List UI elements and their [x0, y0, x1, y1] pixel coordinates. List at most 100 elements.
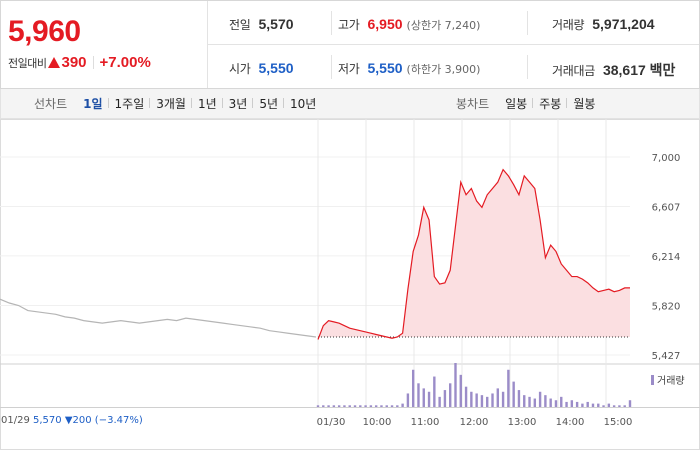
high-stat: 고가 6,950 (상한가 7,240)	[338, 16, 480, 33]
tab-period-5y[interactable]: 5년	[252, 95, 284, 112]
prev-day-change: ▼200 (−3.47%)	[64, 415, 143, 426]
open-label: 시가	[229, 62, 251, 76]
volume-bar	[612, 405, 616, 407]
volume-value: 5,971,204	[592, 16, 655, 32]
volume-bar	[602, 405, 605, 407]
low-value: 5,550	[367, 60, 403, 76]
volume-bar	[464, 386, 468, 407]
volume-bar	[570, 400, 574, 407]
high-label: 고가	[338, 18, 360, 32]
volume-bar	[528, 396, 531, 407]
line-chart-title: 선차트	[34, 97, 68, 111]
volume-bar	[486, 396, 489, 407]
stats-col-divider	[331, 55, 332, 79]
lower-limit: (하한가 3,900)	[406, 63, 481, 76]
volume-stat: 거래량 5,971,204	[552, 16, 655, 33]
amount-label: 거래대금	[552, 64, 595, 78]
open-value: 5,550	[258, 60, 294, 76]
tab-candle-monthly[interactable]: 월봉	[566, 95, 601, 112]
volume-bar	[554, 400, 558, 407]
tab-period-3m[interactable]: 3개월	[149, 95, 192, 112]
x-tick-label: 01/30	[317, 417, 346, 428]
volume-bar	[491, 393, 494, 407]
volume-bar	[364, 405, 367, 407]
volume-bar	[433, 376, 436, 407]
volume-bar	[480, 395, 484, 407]
line-chart-period-tabs: 선차트 1일 1주일 3개월 1년 3년 5년 10년	[34, 89, 322, 118]
stats-col-divider	[331, 11, 332, 35]
x-tick-label: 10:00	[363, 417, 392, 428]
volume-bar	[337, 405, 341, 407]
today-price-area	[318, 169, 630, 340]
candle-chart-title: 봉차트	[456, 97, 490, 111]
amount-value: 38,617 백만	[602, 62, 676, 78]
volume-bar	[449, 383, 452, 407]
volume-bar	[523, 395, 526, 407]
tab-candle-daily[interactable]: 일봉	[505, 97, 528, 111]
tab-period-1w[interactable]: 1주일	[107, 95, 151, 112]
volume-bar	[422, 388, 425, 407]
volume-bar	[544, 395, 547, 407]
volume-bar	[517, 390, 521, 407]
volume-bar	[401, 403, 404, 407]
prev-close-value: 5,570	[258, 16, 294, 32]
volume-bar	[623, 405, 626, 407]
tab-period-1y[interactable]: 1년	[190, 95, 223, 112]
volume-legend: 거래량	[651, 372, 685, 387]
volume-bar	[538, 391, 542, 407]
volume-bar	[443, 390, 447, 407]
volume-bar	[322, 405, 325, 407]
change-amount: 390	[61, 54, 87, 71]
y-tick-label: 7,000	[652, 153, 681, 164]
volume-bar	[327, 405, 330, 407]
stats-row-divider	[208, 44, 699, 45]
volume-bar	[618, 405, 621, 407]
prev-close-label: 전일	[229, 18, 251, 32]
volume-bar	[586, 401, 589, 407]
price-panel: 5,960 전일대비 390 +7.00%	[1, 1, 208, 88]
volume-bar	[332, 405, 336, 407]
volume-bar	[628, 400, 632, 407]
volume-bar	[427, 391, 431, 407]
volume-bar	[470, 391, 473, 407]
upper-limit: (상한가 7,240)	[406, 19, 481, 32]
volume-bar	[417, 383, 420, 407]
change-divider	[92, 56, 94, 69]
tab-period-10y[interactable]: 10년	[283, 95, 322, 112]
volume-bar	[507, 369, 510, 407]
tab-period-1d[interactable]: 1일	[83, 97, 103, 111]
volume-bar	[512, 381, 515, 407]
volume-bar	[597, 403, 600, 407]
high-value: 6,950	[367, 16, 403, 32]
change-row: 전일대비 390 +7.00%	[8, 54, 151, 71]
stats-col-divider	[527, 55, 528, 79]
y-tick-label: 5,427	[652, 351, 681, 362]
tab-candle-weekly[interactable]: 주봉	[532, 95, 567, 112]
x-tick-label: 15:00	[604, 417, 633, 428]
current-price: 5,960	[8, 15, 81, 48]
volume-bar	[411, 369, 415, 407]
volume-legend-label: 거래량	[657, 376, 685, 387]
change-label: 전일대비	[8, 56, 47, 70]
volume-bar	[438, 396, 441, 407]
quote-summary: 5,960 전일대비 390 +7.00% 전일 5,570 고가 6,950 …	[0, 0, 700, 89]
low-label: 저가	[338, 62, 360, 76]
x-tick-label: 12:00	[460, 417, 489, 428]
volume-bar	[316, 405, 320, 407]
x-tick-label: 11:00	[411, 417, 440, 428]
volume-bar	[560, 396, 563, 407]
chart-tabs-bar: 선차트 1일 1주일 3개월 1년 3년 5년 10년 봉차트 일봉 주봉 월봉	[0, 89, 700, 119]
volume-label: 거래량	[552, 18, 585, 32]
volume-bar	[581, 403, 584, 407]
tab-period-3y[interactable]: 3년	[221, 95, 254, 112]
y-tick-label: 5,820	[652, 302, 681, 313]
x-tick-label: 13:00	[508, 417, 537, 428]
up-arrow-icon	[48, 57, 61, 68]
change-rate: +7.00%	[99, 54, 151, 71]
volume-bar	[353, 405, 357, 407]
volume-bar	[390, 405, 394, 407]
prev-day-date: 01/29	[1, 415, 30, 426]
price-chart: 7,000 6,607 6,214 5,820 5,427 01/30 10:00 11:00…	[0, 119, 700, 450]
volume-bar	[459, 374, 462, 407]
volume-bar	[565, 401, 568, 407]
